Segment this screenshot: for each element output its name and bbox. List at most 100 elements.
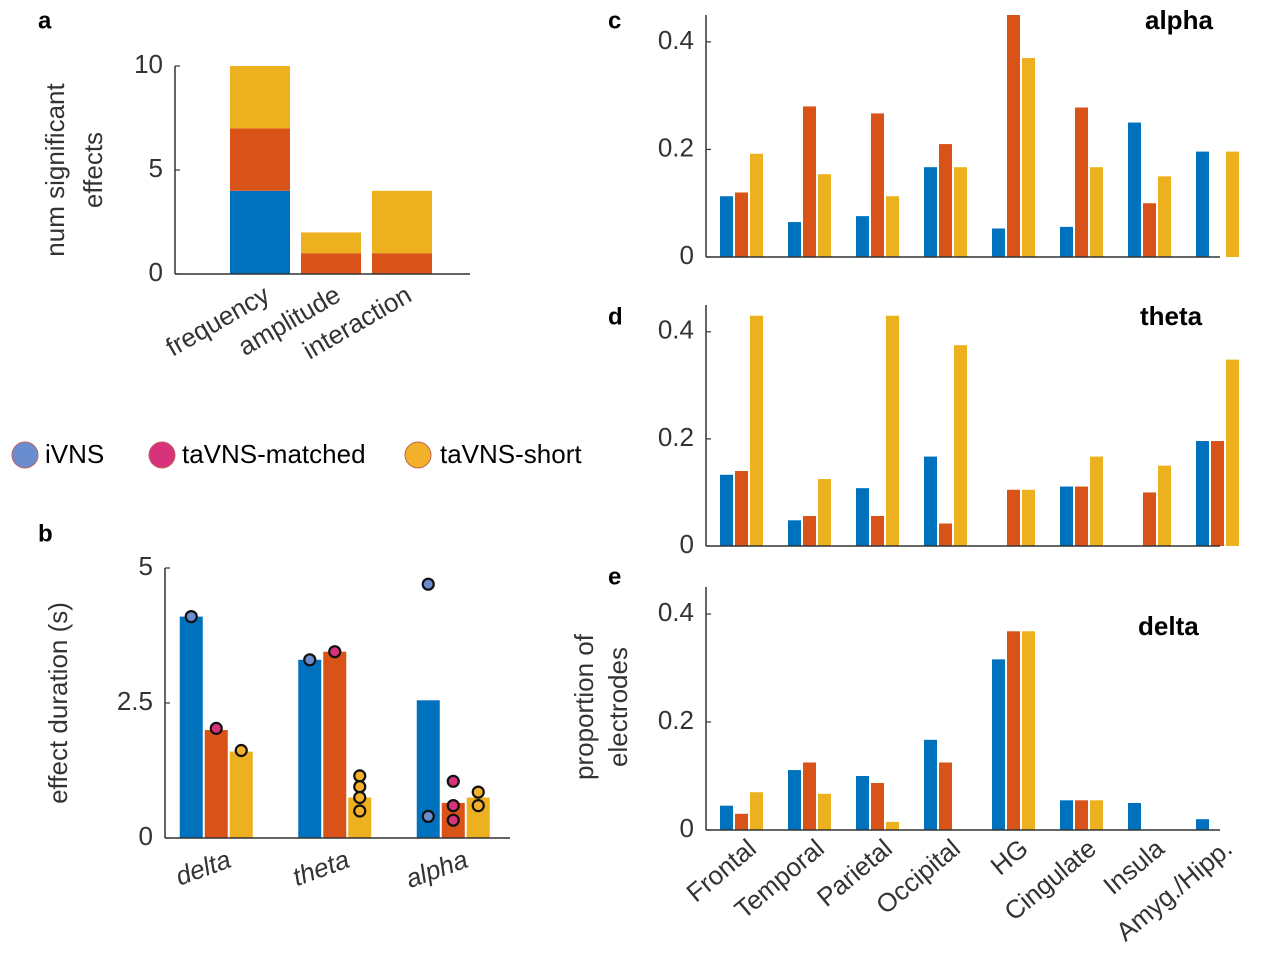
bar bbox=[1075, 486, 1088, 546]
bar bbox=[992, 659, 1005, 830]
bar bbox=[954, 167, 967, 257]
x-tick-label: HG bbox=[985, 833, 1034, 881]
panel-label: a bbox=[38, 7, 52, 34]
bar bbox=[1143, 492, 1156, 546]
x-tick-label: theta bbox=[289, 844, 354, 892]
bar bbox=[1022, 58, 1035, 258]
data-point bbox=[353, 804, 367, 818]
data-point bbox=[353, 769, 367, 783]
data-point bbox=[353, 790, 367, 805]
bar bbox=[1158, 176, 1171, 257]
bar bbox=[1226, 359, 1239, 546]
data-point bbox=[421, 809, 435, 824]
data-point bbox=[328, 645, 342, 659]
y-tick-label: 0.2 bbox=[658, 422, 694, 452]
y-tick-label: 10 bbox=[134, 49, 163, 79]
y-tick-label: 0.4 bbox=[658, 25, 694, 55]
bar bbox=[939, 144, 952, 257]
y-tick-label: 0.4 bbox=[658, 597, 694, 627]
y-tick-label: 5 bbox=[139, 551, 153, 581]
bar bbox=[720, 805, 733, 830]
bar bbox=[1075, 107, 1088, 258]
bar bbox=[750, 792, 763, 830]
legend: iVNS taVNS-matched taVNS-short bbox=[11, 439, 582, 469]
bar bbox=[788, 222, 801, 257]
bar bbox=[720, 196, 733, 257]
bar bbox=[803, 516, 816, 546]
bar-segment bbox=[230, 190, 290, 274]
bar bbox=[1060, 800, 1073, 830]
bar bbox=[788, 770, 801, 830]
legend-label: taVNS-short bbox=[440, 439, 582, 469]
bar-segment bbox=[230, 128, 290, 191]
bar bbox=[1128, 122, 1141, 257]
bar bbox=[818, 479, 831, 546]
data-point bbox=[209, 721, 223, 735]
bar-segment bbox=[301, 232, 361, 254]
y-tick-label: 0 bbox=[149, 257, 163, 287]
bar bbox=[1060, 486, 1073, 546]
bar bbox=[1060, 226, 1073, 257]
bar bbox=[735, 471, 748, 546]
chart-title: alpha bbox=[1145, 5, 1213, 35]
bar bbox=[348, 797, 372, 838]
y-tick-label: 2.5 bbox=[117, 686, 153, 716]
data-point bbox=[303, 653, 317, 667]
bar bbox=[1022, 489, 1035, 546]
bar bbox=[1007, 489, 1020, 546]
bar-segment bbox=[301, 253, 361, 274]
y-tick-label: 0.2 bbox=[658, 132, 694, 162]
bar bbox=[871, 783, 884, 830]
y-tick-label: 0.4 bbox=[658, 315, 694, 345]
bar bbox=[856, 216, 869, 257]
bar bbox=[735, 192, 748, 257]
legend-label: iVNS bbox=[45, 439, 104, 469]
data-point bbox=[471, 798, 485, 813]
y-axis-label: electrodes bbox=[603, 647, 633, 767]
bar bbox=[992, 228, 1005, 257]
bar bbox=[1158, 465, 1171, 546]
y-axis-label: effect duration (s) bbox=[43, 602, 73, 804]
bar bbox=[818, 174, 831, 257]
bar bbox=[1196, 151, 1209, 257]
bar bbox=[735, 813, 748, 830]
panel-label: c bbox=[608, 7, 621, 34]
legend-marker bbox=[11, 441, 39, 469]
bar bbox=[179, 616, 203, 838]
bar bbox=[1007, 631, 1020, 830]
bar bbox=[1196, 819, 1209, 830]
data-point bbox=[446, 798, 460, 813]
bar bbox=[750, 153, 763, 257]
data-point bbox=[446, 813, 460, 827]
x-tick-label: alpha bbox=[402, 844, 472, 894]
bar-segment bbox=[230, 66, 290, 129]
bar bbox=[924, 739, 937, 830]
bar bbox=[1090, 167, 1103, 257]
y-tick-label: 5 bbox=[149, 153, 163, 183]
bar bbox=[856, 488, 869, 546]
bar bbox=[788, 520, 801, 546]
bar bbox=[803, 106, 816, 257]
bar bbox=[924, 167, 937, 257]
bar bbox=[1196, 441, 1209, 546]
bar bbox=[323, 651, 347, 838]
bar bbox=[939, 762, 952, 830]
bar bbox=[856, 776, 869, 830]
y-tick-label: 0 bbox=[680, 813, 694, 843]
bar bbox=[886, 821, 899, 830]
bar bbox=[1007, 15, 1020, 257]
legend-marker bbox=[148, 441, 176, 469]
data-point bbox=[421, 577, 435, 591]
legend-label: taVNS-matched bbox=[182, 439, 366, 469]
data-point bbox=[234, 743, 248, 758]
panel-3: d theta 0 0.2 0.4 bbox=[608, 301, 1239, 559]
panel-label: e bbox=[608, 563, 621, 590]
bar bbox=[1128, 803, 1141, 830]
chart-title: theta bbox=[1140, 301, 1203, 331]
bar bbox=[1022, 631, 1035, 830]
y-tick-label: 0 bbox=[680, 240, 694, 270]
y-tick-label: 0 bbox=[680, 529, 694, 559]
panel-label: d bbox=[608, 303, 623, 330]
data-point bbox=[353, 780, 367, 794]
bar bbox=[750, 315, 763, 546]
